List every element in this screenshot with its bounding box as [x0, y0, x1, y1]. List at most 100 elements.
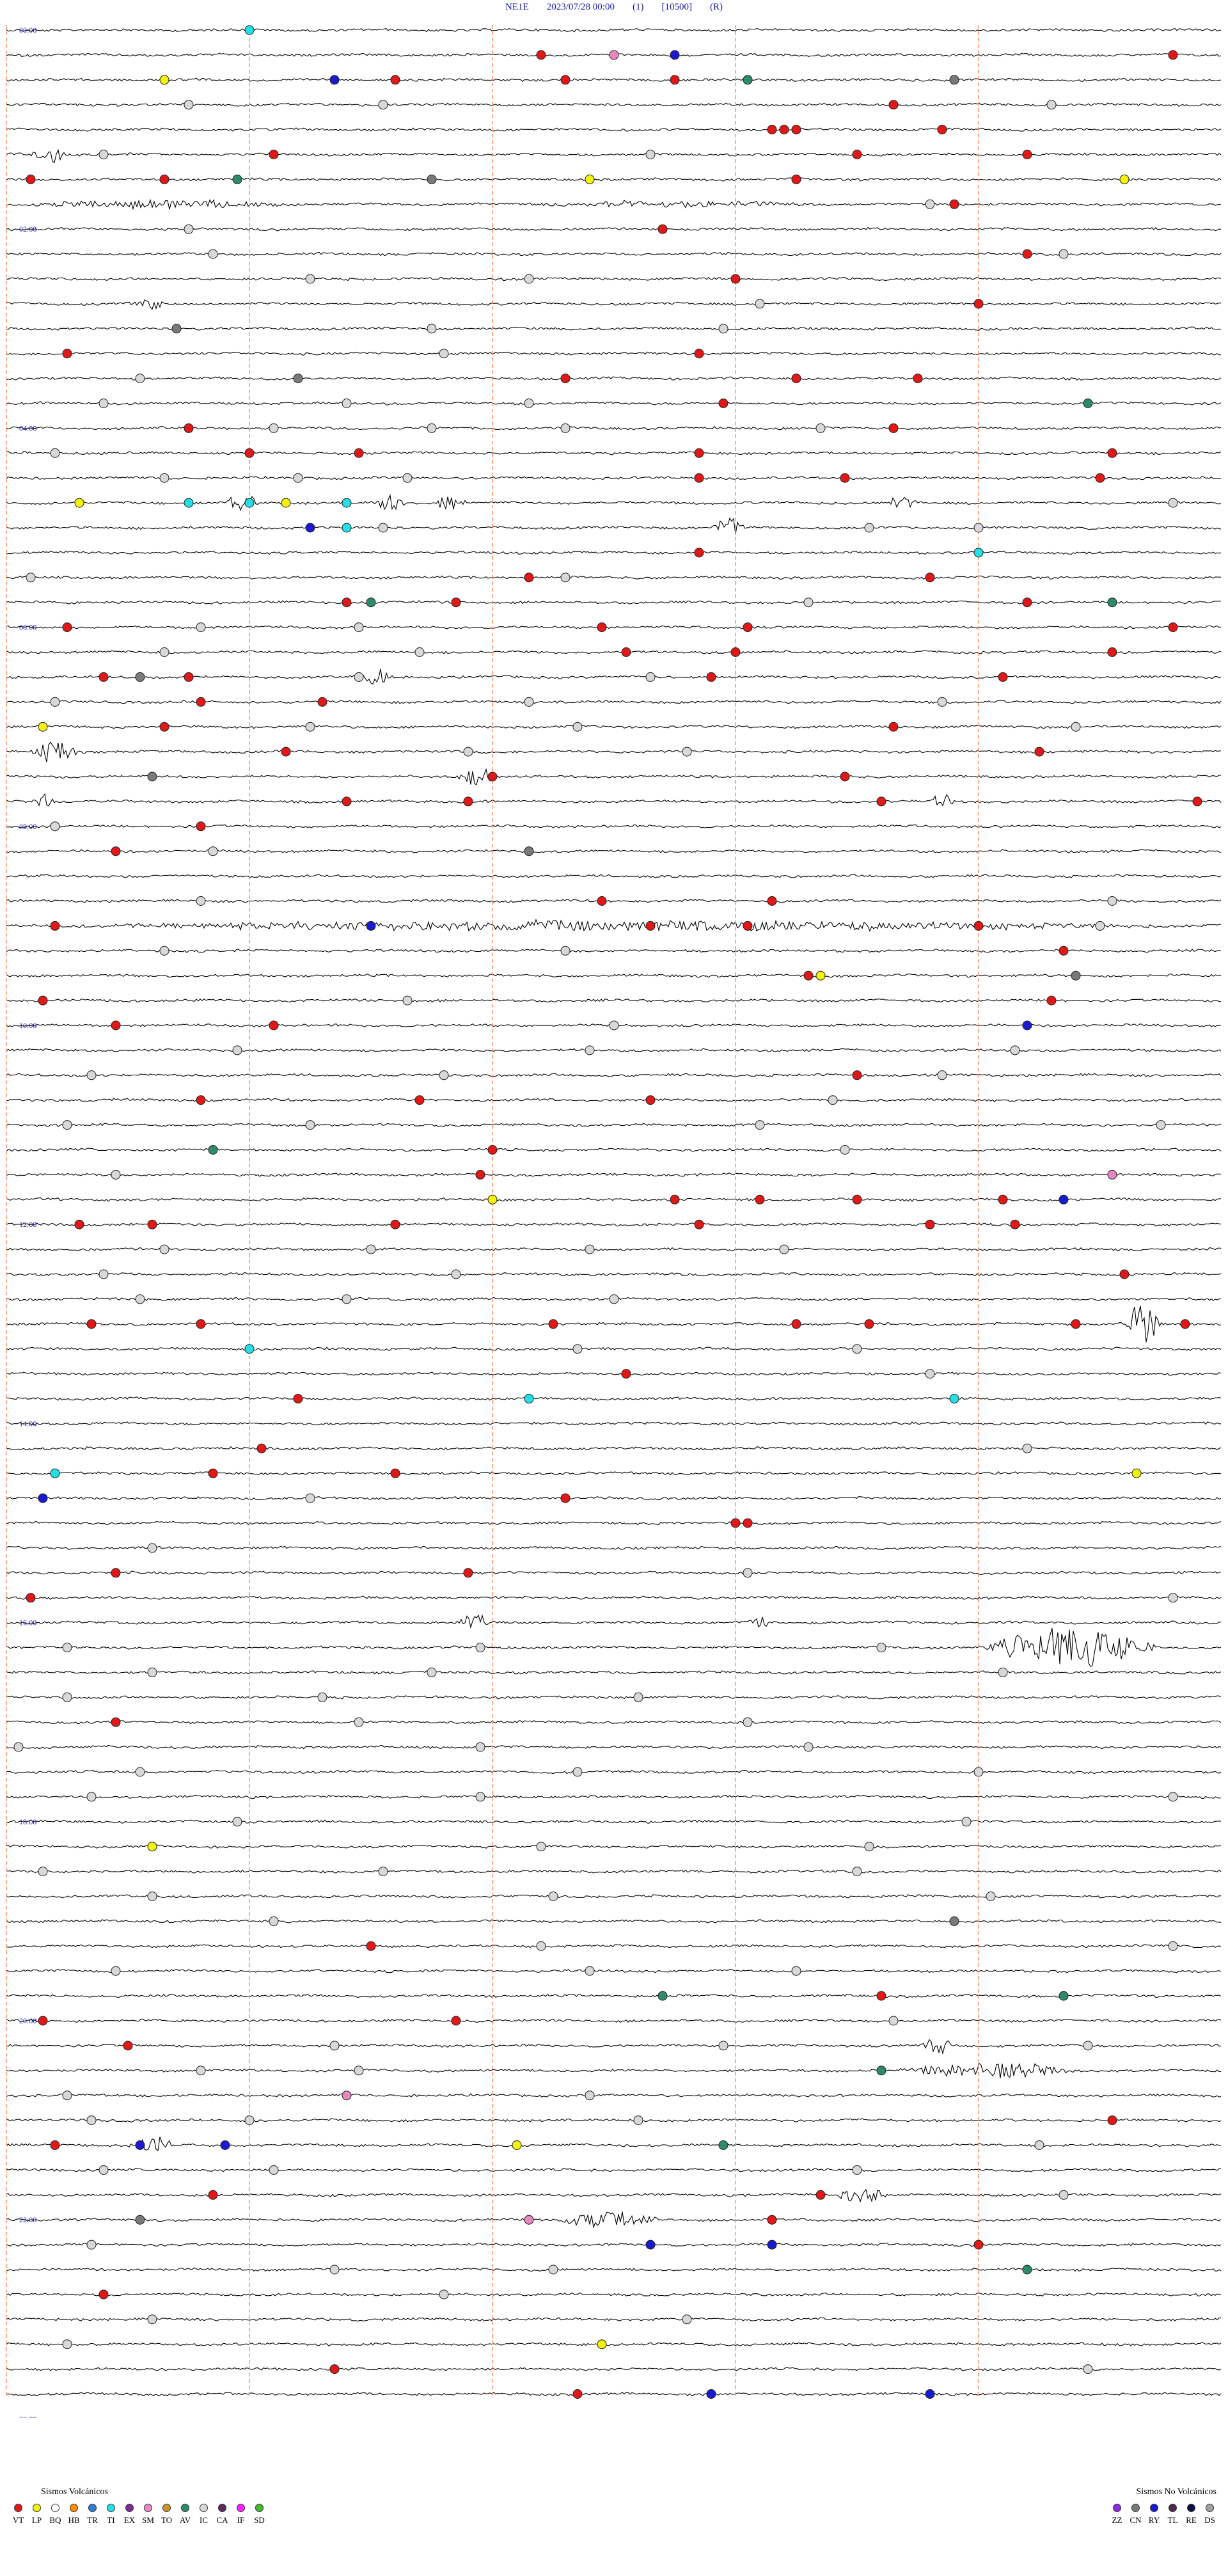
event-marker-vt [475, 1169, 485, 1180]
trace-line [6, 1371, 1222, 1376]
trace-line [6, 2118, 1222, 2122]
event-marker-ic [1059, 249, 1069, 259]
hour-label: 00:00 [19, 26, 36, 35]
trace-line [6, 177, 1222, 182]
event-marker-ic [366, 1244, 376, 1254]
event-marker-ic [803, 1742, 814, 1752]
trace-line [6, 326, 1222, 331]
trace-line [6, 2292, 1222, 2297]
event-marker-ti [244, 25, 255, 35]
event-marker-vt [560, 1493, 571, 1503]
event-marker-lp [585, 174, 595, 184]
trace-line [6, 1919, 1222, 1924]
event-marker-cn [427, 174, 437, 184]
trace-line [6, 1521, 1222, 1526]
non-volcanic-legend-title: Sismos No Volcánicos [1136, 2487, 1217, 2497]
legend-item-sd: SD [250, 2504, 269, 2525]
event-marker-ic [572, 722, 583, 732]
event-marker-vt [767, 125, 777, 135]
event-marker-ic [475, 1742, 485, 1752]
event-marker-ic [536, 1842, 546, 1852]
legend-item-bq: BQ [46, 2504, 65, 2525]
legend-dot [1206, 2504, 1214, 2512]
event-marker-ic [451, 1269, 461, 1279]
event-marker-ic [184, 100, 194, 110]
event-marker-ic [1095, 921, 1105, 931]
event-marker-ic [354, 1717, 364, 1727]
event-marker-ic [852, 1867, 862, 1877]
event-marker-cn [293, 374, 303, 384]
event-marker-vt [657, 224, 668, 234]
event-marker-vt [184, 423, 194, 433]
trace-line [6, 2039, 1222, 2055]
event-marker-ic [98, 2165, 109, 2175]
event-marker-ic [62, 1692, 72, 1702]
event-marker-vt [973, 299, 984, 309]
volcanic-legend-items: VT LP BQ HB TR TI EX SM TO AV IC CA IF SD [9, 2504, 303, 2525]
trace-line [6, 824, 1222, 829]
event-marker-ic [645, 150, 656, 159]
event-marker-sm [524, 2215, 534, 2225]
event-marker-vt [560, 374, 571, 384]
event-marker-vt [876, 796, 886, 807]
event-marker-vt [463, 796, 473, 807]
trace-line [6, 2317, 1221, 2322]
event-marker-vt [111, 1568, 121, 1578]
event-marker-ic [427, 423, 437, 433]
legend-code: TO [161, 2515, 173, 2525]
event-marker-vt [147, 1219, 157, 1229]
trace-line [6, 2168, 1222, 2172]
event-marker-ic [159, 1244, 169, 1254]
event-marker-lp [512, 2140, 522, 2150]
event-marker-vt [694, 349, 704, 359]
event-marker-ic [475, 1643, 485, 1652]
event-marker-ic [718, 324, 728, 334]
event-marker-ic [439, 1070, 449, 1080]
event-marker-vt [694, 448, 704, 458]
legend-code: DS [1204, 2515, 1215, 2525]
event-marker-ic [232, 1817, 242, 1827]
event-marker-vt [937, 125, 947, 135]
event-marker-ti [973, 548, 984, 558]
event-marker-vt [913, 374, 923, 384]
event-marker-vt [791, 374, 801, 384]
legend-code: LP [31, 2515, 42, 2525]
trace-line [6, 1869, 1222, 1874]
event-marker-ic [98, 399, 109, 408]
non-volcanic-legend-items: ZZ CN RY TL RE DS [1072, 2504, 1219, 2525]
trace-line [6, 793, 1222, 807]
trace-line [6, 1396, 1222, 1401]
event-marker-ic [86, 1070, 97, 1080]
trace-line [6, 1628, 1222, 1667]
event-marker-ti [524, 1394, 534, 1403]
legend-code: HB [68, 2515, 80, 2525]
event-marker-av [1059, 1991, 1069, 2001]
event-marker-ic [184, 224, 194, 234]
hour-label: 20:00 [19, 2016, 36, 2025]
event-marker-ic [609, 1294, 619, 1304]
event-marker-ic [86, 2115, 97, 2126]
event-marker-vt [342, 597, 352, 608]
helicorder-plot: 00:00 02:00 04:00 06:00 08:00 10:00 12:00 14:00… [6, 25, 1222, 2418]
trace-line [6, 1670, 1222, 1675]
event-marker-cn [171, 324, 182, 334]
event-marker-vt [196, 697, 206, 707]
event-marker-ic [743, 1568, 753, 1578]
event-marker-ic [925, 199, 935, 209]
event-marker-vt [317, 697, 327, 707]
event-marker-ic [937, 697, 947, 707]
event-marker-ic [560, 423, 571, 433]
event-marker-vt [184, 672, 194, 682]
event-marker-ti [244, 498, 255, 508]
event-marker-sm [342, 2090, 352, 2101]
event-marker-vt [536, 50, 546, 60]
event-marker-ic [208, 249, 218, 259]
trace-line [6, 1944, 1222, 1948]
event-marker-ic [13, 1742, 24, 1752]
event-marker-ic [755, 1120, 765, 1130]
trace-line [6, 2188, 1222, 2203]
event-marker-vt [791, 174, 801, 184]
legend-code: TL [1167, 2515, 1178, 2525]
event-marker-ic [585, 2090, 595, 2101]
event-marker-vt [62, 622, 72, 633]
